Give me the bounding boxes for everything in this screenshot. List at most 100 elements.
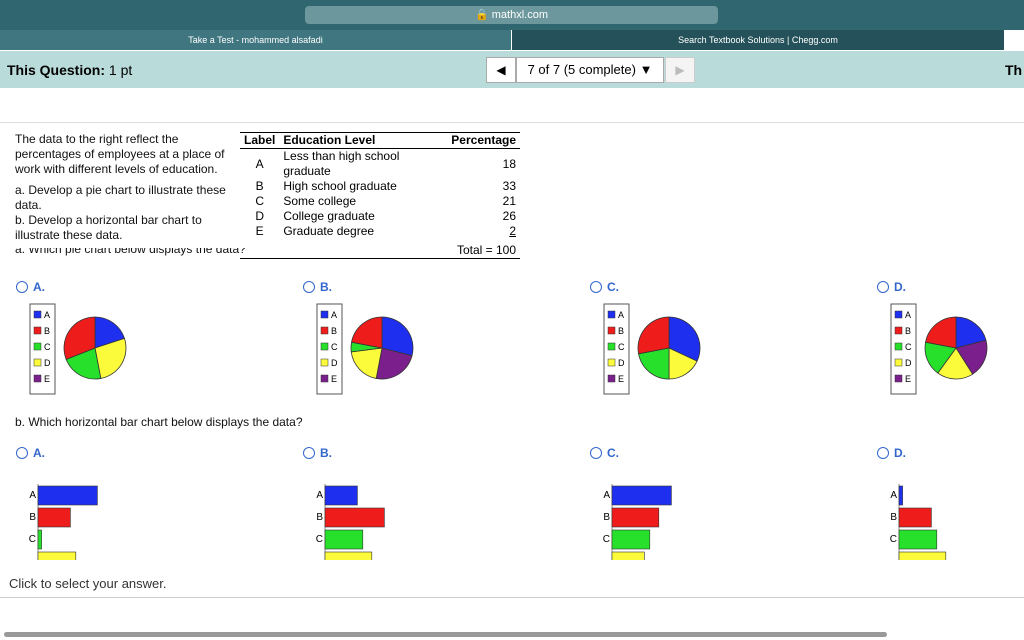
category-label: A (603, 490, 610, 501)
bar (324, 485, 358, 506)
legend-label: C (331, 342, 338, 352)
legend-swatch (320, 342, 329, 351)
option-label: D. (894, 280, 906, 294)
divider (0, 122, 1024, 123)
category-label: A (29, 490, 36, 501)
legend-label: B (44, 326, 50, 336)
nav-text: 7 of 7 (5 complete) (527, 62, 636, 77)
radio-button[interactable] (303, 447, 315, 459)
bar (324, 507, 385, 528)
category-label: A (316, 490, 323, 501)
radio-button[interactable] (590, 281, 602, 293)
legend-label: E (331, 374, 337, 384)
pie-slice (63, 316, 96, 360)
total-row: Total = 100 (240, 239, 520, 259)
scrollbar[interactable] (4, 632, 887, 637)
question-select[interactable]: 7 of 7 (5 complete) ▼ (516, 57, 664, 83)
legend-swatch (894, 342, 903, 351)
url-bar[interactable]: 🔒 mathxl.com (305, 6, 718, 24)
radio-button[interactable] (16, 281, 28, 293)
legend-label: E (618, 374, 624, 384)
pie-slice (381, 316, 414, 357)
total: Total = 100 (240, 239, 520, 259)
legend-label: A (618, 310, 624, 320)
question-points: This Question: 1 pt (7, 62, 132, 78)
bar (611, 529, 651, 550)
legend-swatch (320, 326, 329, 335)
bar (37, 529, 42, 550)
cell: B (255, 179, 264, 193)
pie-slice (65, 347, 102, 380)
category-label: B (29, 512, 36, 523)
cell: 18 (502, 156, 516, 171)
category-label: C (316, 534, 323, 545)
legend-swatch (894, 374, 903, 383)
pie-slice (955, 316, 987, 349)
bar (611, 507, 660, 528)
tab[interactable]: Search Textbook Solutions | Chegg.com (512, 30, 1004, 50)
next-button[interactable]: ▶ (665, 57, 695, 83)
bar (324, 551, 373, 560)
radio-button[interactable] (590, 447, 602, 459)
part-a: a. Develop a pie chart to illustrate the… (15, 183, 226, 212)
legend-swatch (607, 358, 616, 367)
legend-swatch (607, 310, 616, 319)
bar (37, 507, 71, 528)
cell: Some college (283, 194, 357, 208)
tab[interactable]: Take a Test - mohammed alsafadi (0, 30, 511, 50)
prev-button[interactable]: ◀ (486, 57, 516, 83)
radio-button[interactable] (877, 281, 889, 293)
cut-text: Th (1005, 62, 1023, 78)
bar-prompt: b. Which horizontal bar chart below disp… (15, 415, 303, 429)
question-header: This Question: 1 pt ◀ 7 of 7 (5 complete… (0, 51, 1024, 88)
bar (611, 551, 645, 560)
header-row: Label Education Level Percentage (240, 132, 520, 149)
cell: 26 (502, 209, 516, 223)
pie-slice (375, 347, 413, 380)
pie-slice (94, 316, 125, 349)
radio-button[interactable] (303, 281, 315, 293)
option-label: B. (320, 446, 332, 460)
legend-swatch (320, 358, 329, 367)
table-row: B High school graduate 33 (240, 179, 520, 194)
cell: 33 (502, 179, 516, 193)
cell: E (255, 224, 264, 238)
legend-swatch (33, 358, 42, 367)
legend-swatch (894, 326, 903, 335)
legend-label: A (331, 310, 337, 320)
pie-slice (925, 316, 957, 349)
header-cell: Label (244, 133, 276, 147)
legend-label: A (905, 310, 911, 320)
category-label: A (890, 490, 897, 501)
data-table-wrap: Label Education Level Percentage A Less than… (240, 132, 520, 259)
points: 1 pt (108, 62, 133, 78)
pie-slice (668, 316, 701, 362)
legend-swatch (320, 374, 329, 383)
cell: College graduate (283, 209, 375, 223)
legend-swatch (607, 342, 616, 351)
radio-button[interactable] (16, 447, 28, 459)
radio-button[interactable] (877, 447, 889, 459)
category-label: C (603, 534, 610, 545)
bar (324, 529, 364, 550)
legend-swatch (894, 310, 903, 319)
legend-swatch (607, 374, 616, 383)
legend-label: A (44, 310, 50, 320)
bar (611, 485, 672, 506)
legend-label: B (618, 326, 624, 336)
options: A.ABCDEB.ABCDEC.ABCDED.ABCDEA.ABCB.ABCC.… (16, 280, 988, 560)
option-label: A. (33, 446, 45, 460)
legend-label: D (905, 358, 912, 368)
pie-slice (638, 347, 670, 380)
category-label: C (29, 534, 36, 545)
question-text: The data to the right reflect the percen… (15, 132, 230, 243)
legend-swatch (607, 326, 616, 335)
pie-slice (94, 337, 127, 379)
pie-slice (350, 347, 383, 379)
data-table: Label Education Level Percentage A Less than… (240, 132, 520, 259)
pie-slice (351, 316, 383, 349)
category-label: B (603, 512, 610, 523)
legend-label: C (44, 342, 51, 352)
pie-slice (955, 339, 988, 375)
label: This Question: (7, 62, 105, 78)
